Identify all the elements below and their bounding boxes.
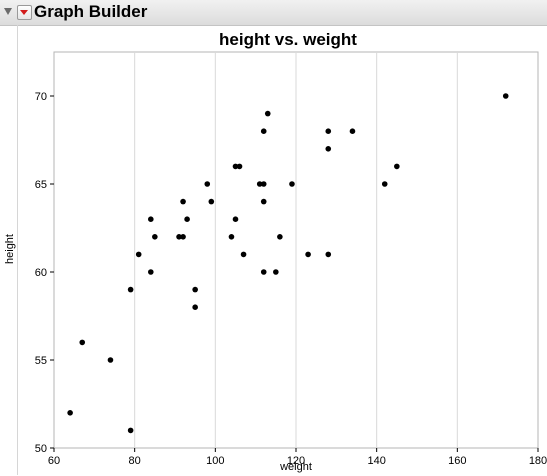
data-point[interactable] — [256, 181, 263, 187]
data-point[interactable] — [381, 181, 388, 187]
title-bar: Graph Builder — [0, 0, 547, 26]
graph-builder-title: Graph Builder — [34, 2, 148, 21]
chart-title: height vs. weight — [219, 30, 357, 49]
data-point[interactable] — [180, 234, 186, 240]
data-point[interactable] — [232, 163, 239, 170]
data-point[interactable] — [204, 181, 211, 187]
x-tick-label: 120 — [287, 455, 305, 467]
data-point[interactable] — [127, 286, 134, 293]
graph-frame — [17, 25, 547, 475]
data-point[interactable] — [349, 128, 356, 134]
data-point[interactable] — [260, 269, 267, 275]
y-tick-label: 60 — [35, 267, 47, 279]
data-point[interactable] — [152, 234, 158, 240]
data-point[interactable] — [325, 146, 332, 152]
data-point[interactable] — [260, 198, 267, 205]
x-tick-label: 160 — [448, 455, 466, 467]
data-point[interactable] — [228, 234, 235, 240]
data-point[interactable] — [394, 163, 400, 170]
data-point[interactable] — [135, 251, 142, 258]
data-point[interactable] — [260, 128, 267, 134]
data-point[interactable] — [180, 198, 186, 205]
data-point[interactable] — [107, 357, 114, 363]
data-point[interactable] — [236, 163, 243, 170]
data-point[interactable] — [305, 251, 311, 258]
data-point[interactable] — [192, 304, 198, 311]
x-tick-label: 60 — [48, 455, 60, 467]
x-tick-label: 80 — [129, 455, 141, 467]
data-point[interactable] — [127, 427, 134, 434]
data-point[interactable] — [289, 181, 295, 187]
y-tick-label: 50 — [35, 443, 47, 455]
data-point[interactable] — [192, 286, 198, 293]
x-tick-label: 180 — [529, 455, 547, 467]
x-axis-label[interactable]: weight — [279, 461, 312, 473]
data-point[interactable] — [176, 234, 182, 240]
x-tick-label: 140 — [367, 455, 385, 467]
data-point[interactable] — [325, 251, 332, 258]
data-point[interactable] — [67, 410, 73, 416]
data-point[interactable] — [240, 251, 247, 258]
data-point[interactable] — [273, 269, 279, 275]
data-point[interactable] — [260, 181, 267, 187]
data-point[interactable] — [325, 128, 332, 134]
red-triangle-menu-icon[interactable] — [17, 5, 32, 20]
disclosure-triangle-icon[interactable] — [4, 8, 12, 15]
y-axis-label[interactable]: height — [4, 234, 16, 264]
y-tick-label: 65 — [35, 179, 47, 191]
data-point[interactable] — [264, 110, 271, 117]
data-point[interactable] — [184, 216, 190, 222]
y-tick-label: 55 — [35, 355, 47, 367]
y-tick-label: 70 — [35, 91, 47, 103]
data-point[interactable] — [232, 216, 239, 222]
data-point[interactable] — [148, 269, 154, 275]
data-point[interactable] — [208, 198, 215, 205]
data-point[interactable] — [148, 216, 154, 222]
data-point[interactable] — [502, 93, 509, 99]
data-point[interactable] — [79, 339, 86, 346]
data-point[interactable] — [277, 234, 283, 240]
x-tick-label: 100 — [206, 455, 224, 467]
